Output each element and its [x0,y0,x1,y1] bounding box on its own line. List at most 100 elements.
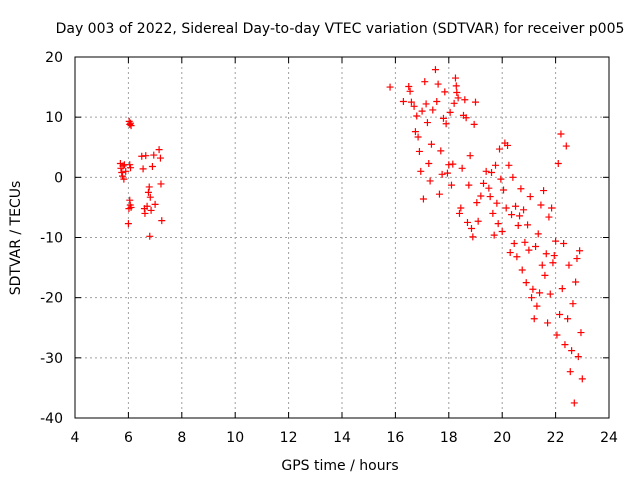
data-point [433,98,441,106]
x-tick-label: 16 [386,430,404,446]
axis-ticks: 4 6 8 10 12 14 16 18 20 22 24 20 10 0 -10 -20 -30 -40 [40,50,618,446]
data-point [413,112,421,120]
data-point [423,119,431,127]
data-point [434,80,442,88]
y-tick-label: 20 [45,50,63,66]
data-point [145,183,153,191]
data-point [446,108,454,116]
data-point [500,186,508,194]
data-point [558,285,566,293]
y-tick-label: -20 [40,291,63,307]
data-point [508,211,516,219]
x-axis-label: GPS time / hours [281,458,398,474]
data-point [546,290,554,298]
data-point [514,221,522,229]
data-point [524,221,532,229]
data-point [560,240,568,248]
x-tick-label: 6 [124,430,133,446]
data-point [445,161,453,169]
chart-title: Day 003 of 2022, Sidereal Day-to-day VTE… [56,21,625,37]
data-point [454,94,462,102]
data-point [405,82,413,90]
data-point [486,193,494,201]
data-point [490,231,498,239]
data-point [399,98,407,106]
grid [75,57,609,418]
data-point [120,175,128,183]
data-point [126,120,134,128]
data-point [122,167,130,175]
data-point [466,152,474,160]
data-point [119,172,127,180]
data-point [537,201,545,209]
data-point [545,213,553,221]
data-point [557,130,565,138]
data-point [427,140,435,148]
data-point [576,247,584,255]
x-tick-label: 10 [226,430,244,446]
data-point [504,141,512,149]
data-point [146,232,154,240]
data-point [463,218,471,226]
data-point [544,319,552,327]
x-tick-label: 20 [493,430,511,446]
data-point [488,169,496,177]
data-point [465,181,473,189]
data-point [497,175,505,183]
data-point [157,180,165,188]
data-point [425,159,433,167]
data-point [431,66,439,74]
data-point [554,159,562,167]
data-point [480,179,488,187]
data-point [158,217,166,225]
data-points [116,66,586,407]
data-point [455,209,463,217]
data-point [467,224,475,232]
data-point [518,266,526,274]
data-point [570,399,578,407]
y-tick-label: -30 [40,351,63,367]
data-point [552,237,560,245]
data-point [513,253,521,261]
data-point [124,220,132,228]
data-point [127,164,135,172]
y-axis-label: SDTVAR / TECUs [8,181,24,296]
data-point [542,250,550,258]
data-point [569,300,577,308]
data-point [422,100,430,108]
data-point [462,114,470,122]
data-point [577,329,585,337]
data-point [568,347,576,355]
data-point [144,188,152,196]
data-point [553,331,561,339]
data-point [573,255,581,263]
data-point [473,199,481,207]
data-point [407,98,415,106]
data-point [147,206,155,214]
y-tick-label: 0 [54,170,63,186]
data-point [127,203,135,211]
data-point [578,375,586,383]
data-point [469,233,477,241]
data-point [119,162,127,170]
data-point [564,315,572,323]
data-point [472,98,479,106]
data-point [443,169,451,177]
data-point [528,294,536,302]
data-point [146,193,154,201]
data-point [550,252,558,260]
data-point [509,173,517,181]
data-point [118,169,126,177]
data-point [386,83,394,91]
x-tick-label: 22 [547,430,565,446]
data-point [485,184,493,192]
x-tick-label: 18 [440,430,458,446]
data-point [156,154,164,162]
data-point [450,99,458,107]
data-point [492,161,500,169]
data-point [498,227,506,235]
y-tick-label: 10 [45,110,63,126]
data-point [566,368,574,376]
data-point [417,167,425,175]
data-point [549,259,557,267]
